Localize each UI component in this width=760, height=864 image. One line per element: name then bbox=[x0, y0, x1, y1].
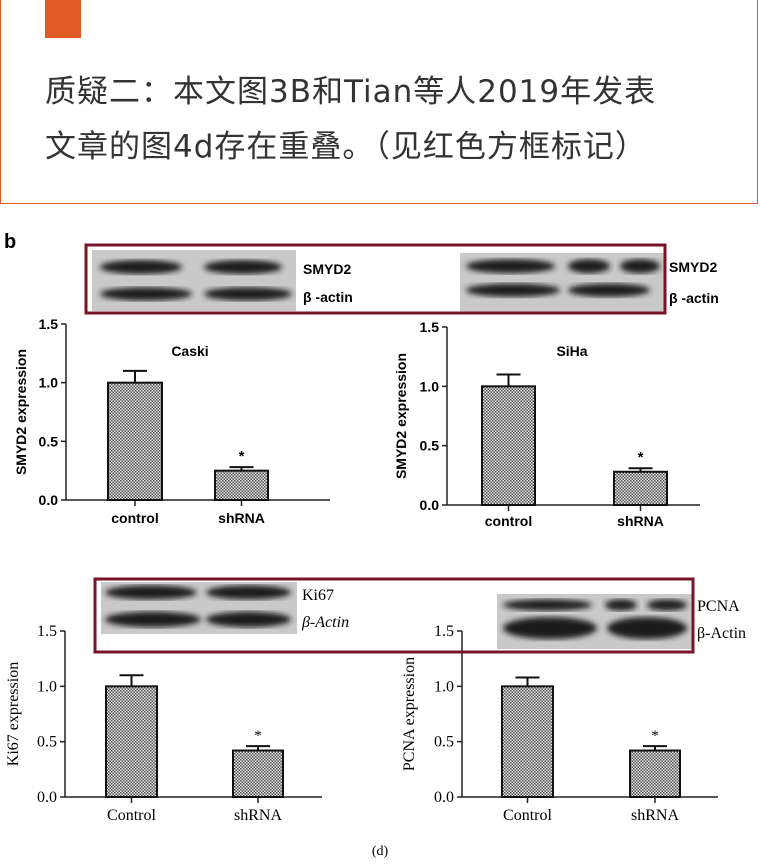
blot-band bbox=[105, 611, 201, 628]
western-blot-image bbox=[92, 250, 296, 311]
western-blot-image bbox=[497, 594, 693, 649]
blot-band bbox=[620, 259, 660, 274]
blot-band bbox=[605, 599, 637, 611]
figure-caption-d: (d) bbox=[372, 844, 389, 859]
blot-band bbox=[204, 287, 292, 301]
bar-control bbox=[107, 381, 163, 501]
y-tick-label: 1.5 bbox=[420, 319, 440, 335]
bar-shrna bbox=[629, 749, 681, 799]
blot-band bbox=[503, 617, 597, 640]
bar-shrna bbox=[214, 469, 269, 501]
question-text-line-1: 质疑二：本文图3B和Tian等人2019年发表 bbox=[45, 74, 657, 110]
blot-label-ki67: Ki67 bbox=[302, 587, 334, 604]
y-tick-label: 1.0 bbox=[39, 375, 59, 391]
x-tick-label: Control bbox=[107, 807, 156, 824]
chart-title: Caski bbox=[171, 343, 208, 359]
western-blot-image bbox=[460, 253, 664, 313]
blot-band bbox=[206, 611, 291, 628]
y-tick-label: 1.5 bbox=[39, 316, 59, 332]
y-tick-label: 1.0 bbox=[420, 378, 440, 394]
y-tick-label: 0.5 bbox=[37, 734, 57, 751]
panel-label-b: b bbox=[4, 231, 16, 253]
bar-shrna bbox=[232, 749, 284, 799]
y-tick-label: 0.5 bbox=[434, 734, 454, 751]
accent-square bbox=[45, 0, 81, 38]
blot-label-pcna: PCNA bbox=[697, 598, 740, 615]
y-tick-label: 0.5 bbox=[420, 438, 440, 454]
blot-band bbox=[105, 585, 197, 600]
y-axis-label: PCNA expression bbox=[401, 657, 418, 771]
blot-label-actin-left: β -actin bbox=[303, 289, 353, 305]
question-text-line-2: 文章的图4d存在重叠。（见红色方框标记） bbox=[45, 129, 647, 165]
significance-marker: * bbox=[254, 728, 262, 744]
blot-label-actin-right: β -actin bbox=[669, 290, 719, 306]
blot-band bbox=[206, 585, 291, 600]
blot-band bbox=[503, 599, 592, 611]
y-tick-label: 0.0 bbox=[37, 789, 57, 806]
blot-band bbox=[607, 617, 687, 640]
y-tick-label: 1.0 bbox=[37, 678, 57, 695]
x-tick-label: Control bbox=[503, 807, 552, 824]
y-tick-label: 0.0 bbox=[434, 789, 454, 806]
y-tick-label: 1.5 bbox=[37, 623, 57, 640]
blot-background bbox=[92, 250, 296, 311]
bar-control bbox=[501, 685, 554, 798]
bar-chart-ki67-expression: 0.0 0.5 1.0 1.5 Ki67 expression Control shRNA * bbox=[5, 623, 322, 824]
highlight-box-bottom bbox=[93, 577, 695, 654]
bar-chart-caski: 0.0 0.5 1.0 1.5 SMYD2 expression Caski control… bbox=[13, 316, 330, 526]
western-blot-image bbox=[101, 582, 297, 634]
y-axis-label: SMYD2 expression bbox=[13, 349, 29, 475]
blot-band bbox=[647, 599, 687, 611]
significance-marker: * bbox=[239, 448, 245, 465]
x-tick-label: shRNA bbox=[234, 807, 282, 824]
y-tick-label: 1.0 bbox=[434, 678, 454, 695]
blot-band bbox=[466, 259, 555, 274]
highlight-box-top bbox=[84, 243, 667, 315]
y-tick-label: 1.5 bbox=[434, 623, 454, 640]
chart-title: SiHa bbox=[556, 343, 587, 359]
blot-label-actin-ki67: β-Actin bbox=[301, 614, 349, 631]
x-tick-label: shRNA bbox=[631, 807, 679, 824]
bar-chart-siha: 0.0 0.5 1.0 1.5 SMYD2 expression SiHa control s… bbox=[393, 319, 700, 529]
blot-label-actin-pcna: β-Actin bbox=[697, 625, 746, 642]
x-tick-label: shRNA bbox=[617, 513, 664, 529]
bar-shrna bbox=[613, 470, 668, 507]
x-tick-label: shRNA bbox=[218, 510, 265, 526]
question-box: 质疑二：本文图3B和Tian等人2019年发表 文章的图4d存在重叠。（见红色方… bbox=[0, 0, 758, 204]
y-tick-label: 0.0 bbox=[39, 492, 59, 508]
blot-band bbox=[204, 260, 282, 275]
blot-band bbox=[568, 283, 650, 297]
blot-band bbox=[568, 259, 610, 274]
blot-label-smyd2-left: SMYD2 bbox=[303, 261, 351, 277]
x-tick-label: control bbox=[111, 510, 158, 526]
y-tick-label: 0.5 bbox=[39, 433, 59, 449]
significance-marker: * bbox=[638, 449, 644, 466]
blot-label-smyd2-right: SMYD2 bbox=[669, 259, 717, 275]
bar-chart-pcna-expression: 0.0 0.5 1.0 1.5 PCNA expression Control shRNA * bbox=[401, 623, 718, 824]
y-axis-label: Ki67 expression bbox=[5, 662, 22, 766]
bar-control bbox=[481, 385, 536, 507]
blot-band bbox=[100, 287, 192, 301]
blot-band bbox=[466, 283, 560, 297]
y-tick-label: 0.0 bbox=[420, 497, 440, 513]
significance-marker: * bbox=[651, 728, 659, 744]
y-axis-label: SMYD2 expression bbox=[393, 353, 409, 479]
x-tick-label: control bbox=[485, 513, 532, 529]
blot-band bbox=[100, 260, 182, 275]
bar-control bbox=[105, 685, 158, 798]
